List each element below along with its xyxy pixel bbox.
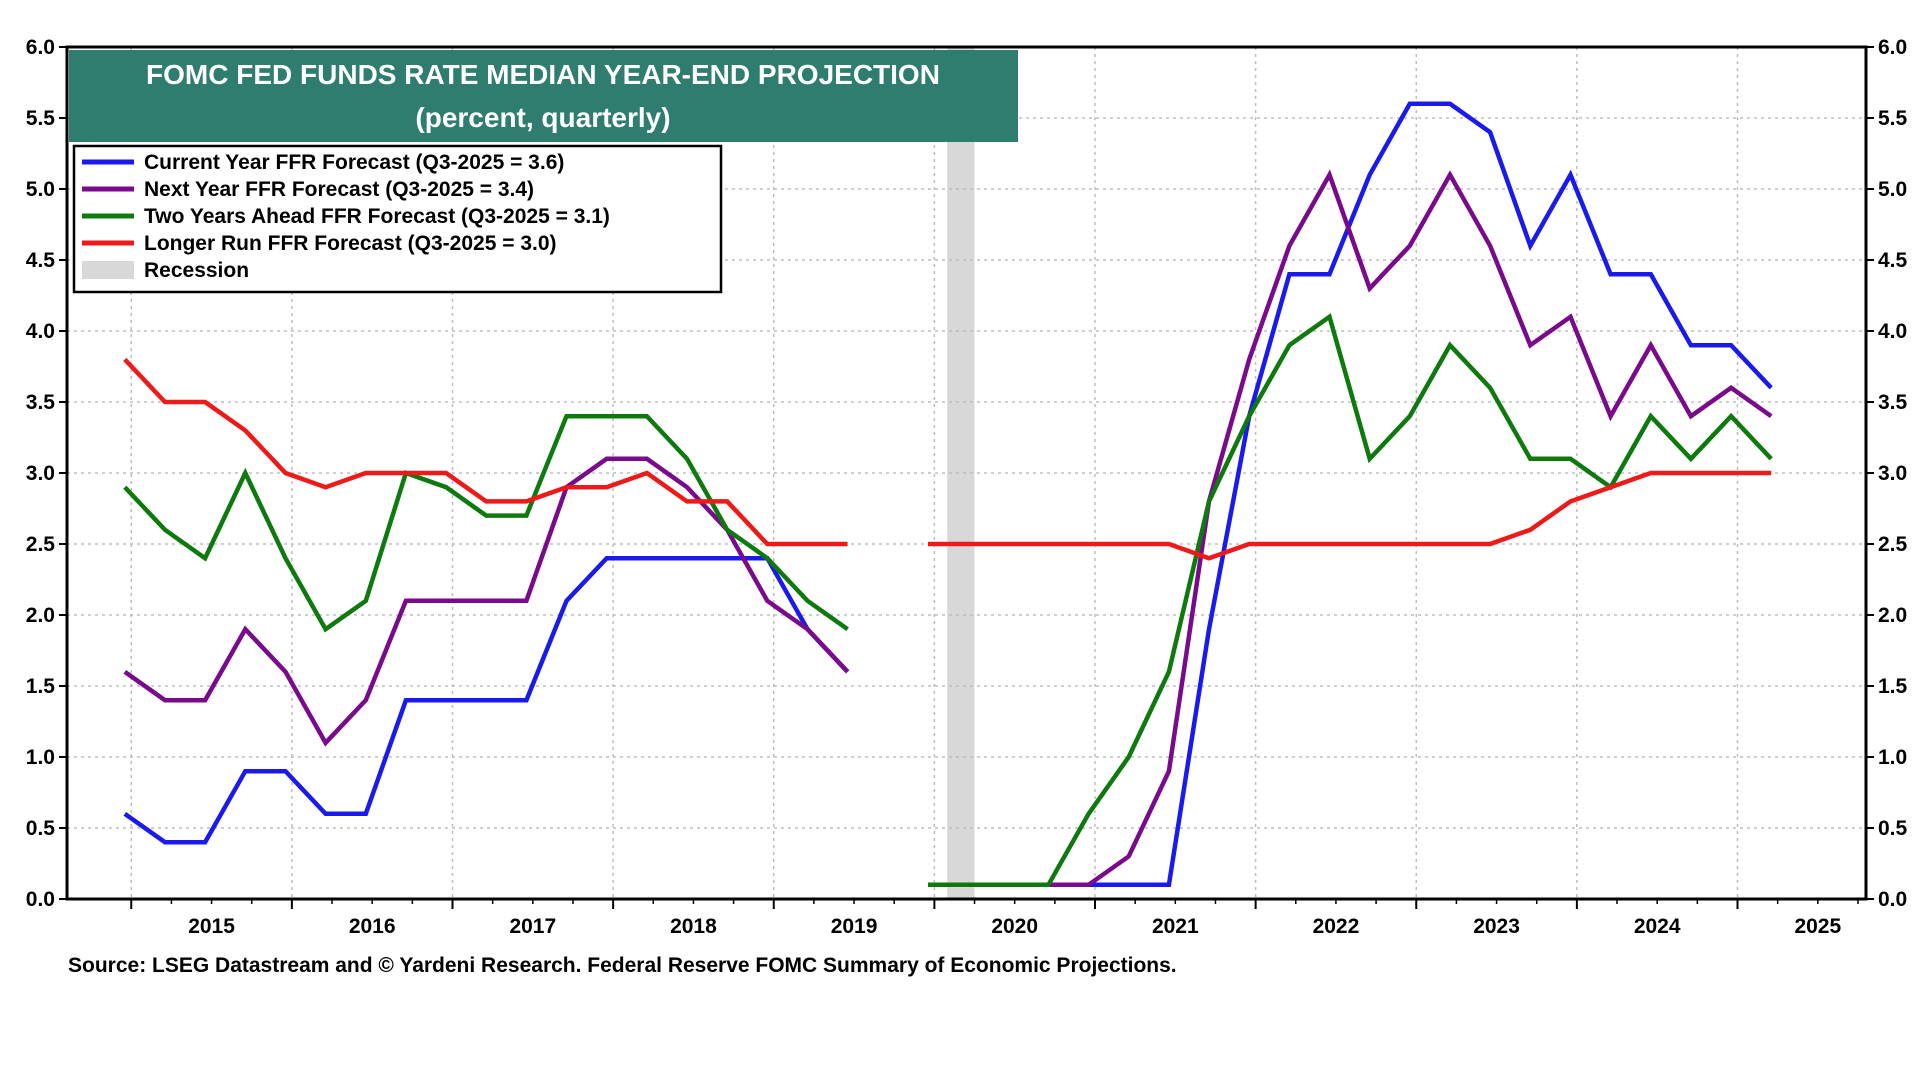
series-line-longer_run-segment-1	[928, 470, 1772, 561]
legend: Current Year FFR Forecast (Q3-2025 = 3.6…	[72, 144, 723, 294]
series-line-next-segment-1	[928, 169, 1773, 888]
series-line-current-segment-1	[928, 101, 1773, 888]
y-tick-label-right-5: 2.5	[1878, 533, 1908, 556]
series-line-longer_run-segment-0	[123, 357, 848, 547]
series-line-two_years-segment-1	[928, 313, 1773, 888]
y-tick-label-left-2: 1.0	[26, 746, 55, 769]
chart-title: FOMC FED FUNDS RATE MEDIAN YEAR-END PROJ…	[146, 59, 940, 90]
source-note: Source: LSEG Datastream and © Yardeni Re…	[68, 954, 1177, 977]
y-tick-label-left-11: 5.5	[26, 107, 56, 130]
series-line-two_years-segment-0	[123, 413, 849, 633]
y-tick-label-right-9: 4.5	[1878, 249, 1908, 272]
legend-label-two-years: Two Years Ahead FFR Forecast (Q3-2025 = …	[144, 205, 610, 228]
title-background	[69, 50, 1018, 142]
legend-swatch-recession	[82, 261, 134, 279]
x-tick-label-2020: 2020	[991, 915, 1038, 938]
y-tick-label-left-4: 2.0	[26, 604, 55, 627]
x-tick-label-2025: 2025	[1794, 915, 1841, 938]
y-tick-label-left-1: 0.5	[26, 817, 56, 840]
y-tick-label-right-8: 4.0	[1878, 320, 1907, 343]
y-tick-label-right-11: 5.5	[1878, 107, 1908, 130]
y-tick-label-right-4: 2.0	[1878, 604, 1907, 627]
x-tick-label-2022: 2022	[1313, 915, 1360, 938]
x-tick-label-2017: 2017	[509, 915, 556, 938]
y-tick-label-left-8: 4.0	[26, 320, 55, 343]
series-layer	[123, 101, 1773, 888]
y-tick-label-left-7: 3.5	[26, 391, 56, 414]
legend-label-recession: Recession	[144, 259, 249, 282]
y-tick-label-left-3: 1.5	[26, 675, 56, 698]
grid-layer	[67, 47, 1866, 899]
series-line-current-segment-0	[123, 555, 850, 845]
chart-subtitle: (percent, quarterly)	[415, 102, 670, 133]
y-tick-label-left-5: 2.5	[26, 533, 56, 556]
y-tick-label-left-0: 0.0	[26, 888, 55, 911]
y-tick-label-left-12: 6.0	[26, 36, 55, 59]
y-tick-label-left-9: 4.5	[26, 249, 56, 272]
y-tick-label-left-10: 5.0	[26, 178, 55, 201]
y-tick-label-left-6: 3.0	[26, 462, 55, 485]
x-tick-label-2019: 2019	[831, 915, 878, 938]
x-tick-label-2015: 2015	[188, 915, 235, 938]
y-tick-label-right-12: 6.0	[1878, 36, 1907, 59]
legend-label-current: Current Year FFR Forecast (Q3-2025 = 3.6…	[144, 151, 564, 174]
x-tick-label-2018: 2018	[670, 915, 717, 938]
y-tick-label-right-1: 0.5	[1878, 817, 1908, 840]
legend-label-next: Next Year FFR Forecast (Q3-2025 = 3.4)	[144, 178, 534, 201]
y-tick-label-right-10: 5.0	[1878, 178, 1907, 201]
y-tick-label-right-7: 3.5	[1878, 391, 1908, 414]
y-tick-label-right-3: 1.5	[1878, 675, 1908, 698]
y-tick-label-right-6: 3.0	[1878, 462, 1907, 485]
x-tick-label-2023: 2023	[1473, 915, 1520, 938]
x-tick-label-2016: 2016	[349, 915, 396, 938]
y-tick-label-right-0: 0.0	[1878, 888, 1907, 911]
x-tick-label-2024: 2024	[1634, 915, 1681, 938]
legend-label-longer-run: Longer Run FFR Forecast (Q3-2025 = 3.0)	[144, 232, 557, 255]
title-box: FOMC FED FUNDS RATE MEDIAN YEAR-END PROJ…	[69, 50, 1018, 142]
legend-box	[72, 144, 723, 294]
axes-layer: 0.0 0.0 0.5 0.5 1.0 1.0 1.5 1.5 2.0 2.0 2.5 2.5 3.0 3…	[26, 36, 1908, 938]
y-tick-label-right-2: 1.0	[1878, 746, 1907, 769]
x-tick-label-2021: 2021	[1152, 915, 1199, 938]
